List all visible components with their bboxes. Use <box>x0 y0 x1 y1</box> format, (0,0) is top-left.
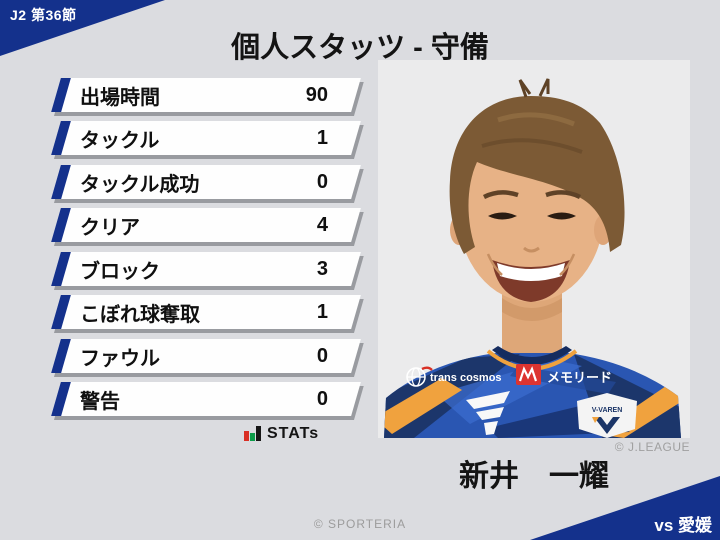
sponsor-transcosmos-text: trans cosmos <box>430 372 502 384</box>
team-f-mark <box>466 391 510 435</box>
player-hair <box>449 78 625 254</box>
jersey-collar <box>492 346 572 365</box>
stat-row: 出場時間 90 <box>51 78 361 112</box>
stat-value: 90 <box>305 83 328 106</box>
player-jersey: trans cosmos メモリード V-VAREN <box>384 346 681 438</box>
stat-row: こぼれ球奪取 1 <box>51 295 361 329</box>
stat-row-content: ファウル 0 <box>56 339 346 373</box>
competition-badge: J2 第36節 <box>10 7 77 23</box>
bar-red <box>244 431 249 441</box>
stat-label: 出場時間 <box>80 86 160 109</box>
stat-row-content: 出場時間 90 <box>56 78 346 112</box>
stat-value: 4 <box>316 213 328 236</box>
bar-chart-icon <box>244 426 261 442</box>
stat-label: 警告 <box>80 390 120 413</box>
stat-label: ファウル <box>80 347 160 370</box>
opponent-badge: vs 愛媛 <box>654 516 712 535</box>
player-nose <box>523 246 540 253</box>
player-eyes <box>482 190 582 220</box>
club-crest-text: V-VAREN <box>592 407 623 414</box>
player-photo: trans cosmos メモリード V-VAREN <box>378 60 690 438</box>
stat-row-content: タックル 1 <box>56 121 346 155</box>
stat-row: 警告 0 <box>51 382 361 416</box>
stat-value: 1 <box>316 300 328 323</box>
stat-row-content: タックル成功 0 <box>56 165 346 199</box>
stat-row: タックル 1 <box>51 121 361 155</box>
stat-row: ブロック 3 <box>51 252 361 286</box>
bar-black <box>256 426 261 441</box>
stat-value: 3 <box>316 257 328 280</box>
sponsor-transcosmos-logo: trans cosmos <box>406 366 502 387</box>
site-credit: © SPORTERIA <box>313 517 407 531</box>
player-smile <box>486 253 576 302</box>
player-photo-illustration: trans cosmos メモリード V-VAREN <box>378 60 690 438</box>
stat-row-content: 警告 0 <box>56 382 346 416</box>
player-neck <box>502 288 562 360</box>
stat-label: クリア <box>80 216 140 239</box>
page-title: 個人スタッツ - 守備 <box>231 32 489 64</box>
stat-row-content: クリア 4 <box>56 208 346 242</box>
sponsor-memolead-logo: メモリード <box>516 364 612 385</box>
stat-row: タックル成功 0 <box>51 165 361 199</box>
player-name: 新井 一耀 <box>459 460 609 493</box>
sponsor-memolead-text: メモリード <box>547 370 612 385</box>
stat-value: 1 <box>316 126 328 149</box>
stat-value: 0 <box>316 344 328 367</box>
stat-row: ファウル 0 <box>51 339 361 373</box>
stat-label: タックル <box>80 129 160 152</box>
stat-label: タックル成功 <box>80 173 200 196</box>
stats-logo-text: STATs <box>267 425 320 442</box>
stat-row-content: ブロック 3 <box>56 252 346 286</box>
stat-value: 0 <box>316 387 328 410</box>
stat-value: 0 <box>316 170 328 193</box>
stat-label: こぼれ球奪取 <box>80 303 200 326</box>
photo-credit: © J.LEAGUE <box>614 440 690 454</box>
stats-brand-logo: STATs <box>244 426 319 442</box>
bar-green <box>250 433 255 441</box>
club-crest: V-VAREN <box>577 393 637 438</box>
stat-row-content: こぼれ球奪取 1 <box>56 295 346 329</box>
stat-row: クリア 4 <box>51 208 361 242</box>
stat-label: ブロック <box>80 260 160 283</box>
